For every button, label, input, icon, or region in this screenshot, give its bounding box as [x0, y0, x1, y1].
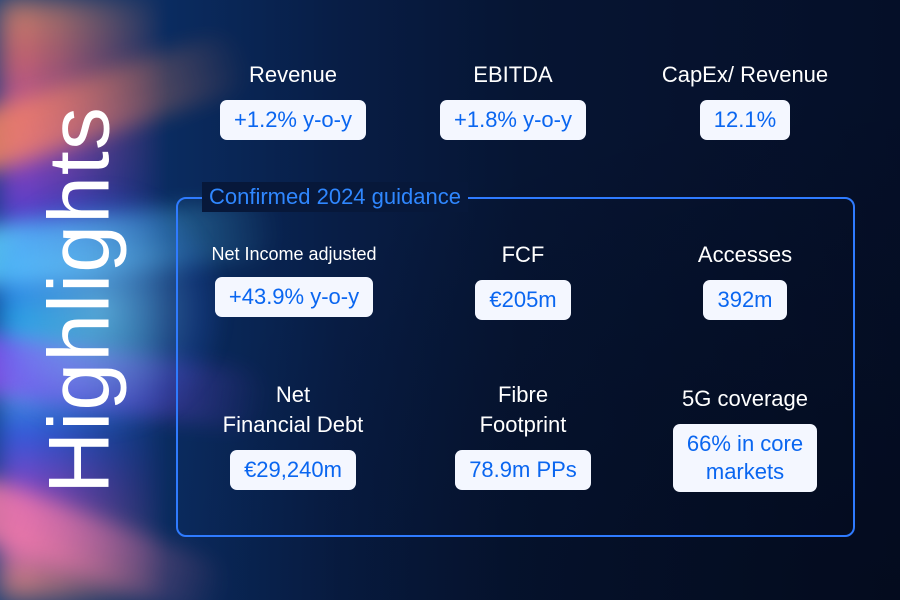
metric-value-pill: 66% in core markets [672, 424, 818, 492]
metric-5g-coverage: 5G coverage 66% in core markets [655, 384, 835, 492]
metric-net-financial-debt: Net Financial Debt €29,240m [198, 380, 388, 490]
metric-label: Net Financial Debt [222, 382, 364, 437]
metric-label: Fibre Footprint [479, 382, 567, 437]
metric-value-pill: 392m [703, 280, 787, 320]
metric-label: Revenue [248, 62, 338, 87]
metric-label: EBITDA [473, 62, 553, 87]
metric-ebitda: EBITDA +1.8% y-o-y [423, 60, 603, 140]
metric-value-pill: €29,240m [230, 450, 356, 490]
metric-value-pill: +43.9% y-o-y [214, 277, 374, 317]
metric-value-pill: €205m [475, 280, 571, 320]
metric-label: Accesses [697, 242, 793, 267]
metric-capex-revenue: CapEx/ Revenue 12.1% [635, 60, 855, 140]
guidance-box [176, 197, 855, 537]
guidance-title: Confirmed 2024 guidance [202, 182, 468, 212]
metric-label: 5G coverage [682, 386, 808, 411]
metric-net-income-adjusted: Net Income adjusted +43.9% y-o-y [189, 241, 399, 317]
metric-value-pill: +1.2% y-o-y [220, 100, 366, 140]
metric-value-pill: 78.9m PPs [455, 450, 591, 490]
metric-accesses: Accesses 392m [665, 240, 825, 320]
metric-label: Net Income adjusted [211, 244, 377, 264]
page-title: Highlights [31, 106, 128, 494]
metric-fibre-footprint: Fibre Footprint 78.9m PPs [433, 380, 613, 490]
metric-fcf: FCF €205m [443, 240, 603, 320]
metric-revenue: Revenue +1.2% y-o-y [203, 60, 383, 140]
metric-label: FCF [501, 242, 545, 267]
metric-label: CapEx/ Revenue [661, 62, 829, 87]
metric-value-pill: +1.8% y-o-y [440, 100, 586, 140]
metric-value-pill: 12.1% [699, 100, 791, 140]
